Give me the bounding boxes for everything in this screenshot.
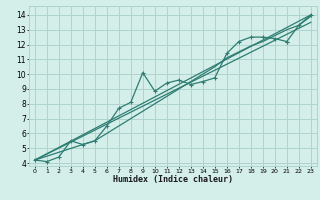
X-axis label: Humidex (Indice chaleur): Humidex (Indice chaleur) bbox=[113, 175, 233, 184]
